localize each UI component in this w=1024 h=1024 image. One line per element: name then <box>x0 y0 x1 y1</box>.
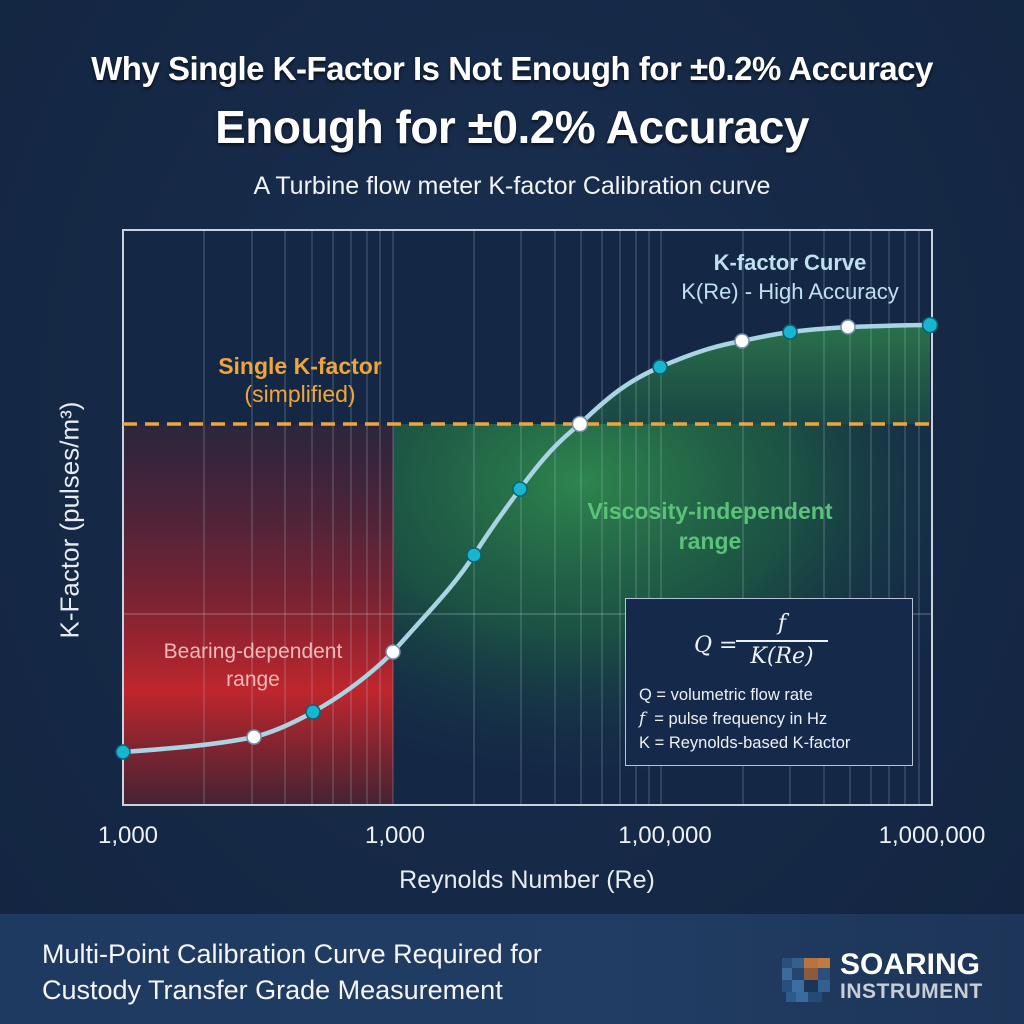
viscosity-line-2: range <box>678 528 742 554</box>
point-white <box>246 729 262 745</box>
formula-lhs: Q = <box>694 633 738 658</box>
y-axis-label-text: K-Factor (pulses/m³) <box>54 401 85 639</box>
curve-sub: K(Re) - High Accuracy <box>681 279 899 304</box>
bearing-line-2: range <box>226 668 280 691</box>
footer-line-2: Custody Transfer Grade Measurement <box>42 975 503 1005</box>
point-white <box>734 333 750 349</box>
curve-title: K-factor Curve <box>713 250 867 275</box>
point-white <box>385 644 401 660</box>
point-white <box>571 415 589 433</box>
point-cyan <box>921 316 939 334</box>
chart-subtitle: A Turbine flow meter K-factor Calibratio… <box>253 172 771 200</box>
point-cyan <box>782 324 798 340</box>
plot-frame <box>122 229 933 806</box>
x-tick-2: 1,000 <box>364 822 426 849</box>
formula-legend: Q = volumetric flow rate f = pulse frequ… <box>639 683 850 755</box>
x-tick-1: 1,000 <box>97 822 159 849</box>
single-k-sub: (simplified) <box>244 381 356 407</box>
single-k-title: Single K-factor <box>218 353 382 379</box>
bearing-dependent-label: Bearing-dependent range <box>128 638 378 694</box>
point-white <box>840 319 856 335</box>
brand-logo-icon <box>782 958 830 1002</box>
formula-box: Q = f K(Re) Q = volumetric flow rate f =… <box>625 598 913 766</box>
legend-line-f: f = pulse frequency in Hz <box>639 709 828 728</box>
x-tick-3: 1,00,000 <box>618 822 712 849</box>
x-tick-4: 1,000,000 <box>878 822 986 849</box>
title-line-2: Enough for ±0.2% Accuracy <box>215 101 809 153</box>
legend-line-k: K = Reynolds-based K-factor <box>639 734 851 752</box>
point-cyan <box>305 704 321 720</box>
formula-denominator: K(Re) <box>750 644 814 669</box>
footer-line-1: Multi-Point Calibration Curve Required f… <box>42 939 542 969</box>
single-k-factor-label: Single K-factor (simplified) <box>200 352 400 408</box>
x-axis-label: Reynolds Number (Re) <box>399 866 655 894</box>
point-cyan <box>466 547 482 563</box>
calibration-points <box>115 316 939 760</box>
formula-numerator: f <box>777 611 787 636</box>
brand-subname: INSTRUMENT <box>840 980 983 1003</box>
k-factor-curve-label: K-factor Curve K(Re) - High Accuracy <box>660 248 920 306</box>
bearing-line-1: Bearing-dependent <box>163 640 343 663</box>
point-cyan <box>652 359 668 375</box>
viscosity-independent-label: Viscosity-independent range <box>560 496 860 556</box>
point-cyan <box>115 744 131 760</box>
flow-formula: Q = f K(Re) <box>626 611 914 677</box>
legend-line-q: Q = volumetric flow rate <box>639 686 813 704</box>
footer-banner: Multi-Point Calibration Curve Required f… <box>0 914 1024 1024</box>
viscosity-line-1: Viscosity-independent <box>587 498 833 524</box>
formula-fraction-bar <box>736 640 828 642</box>
point-cyan <box>512 481 528 497</box>
brand-name: SOARING <box>840 948 981 981</box>
footer-text: Multi-Point Calibration Curve Required f… <box>42 936 542 1008</box>
title-line-1: Why Single K-Factor Is Not Enough for ±0… <box>91 50 933 87</box>
